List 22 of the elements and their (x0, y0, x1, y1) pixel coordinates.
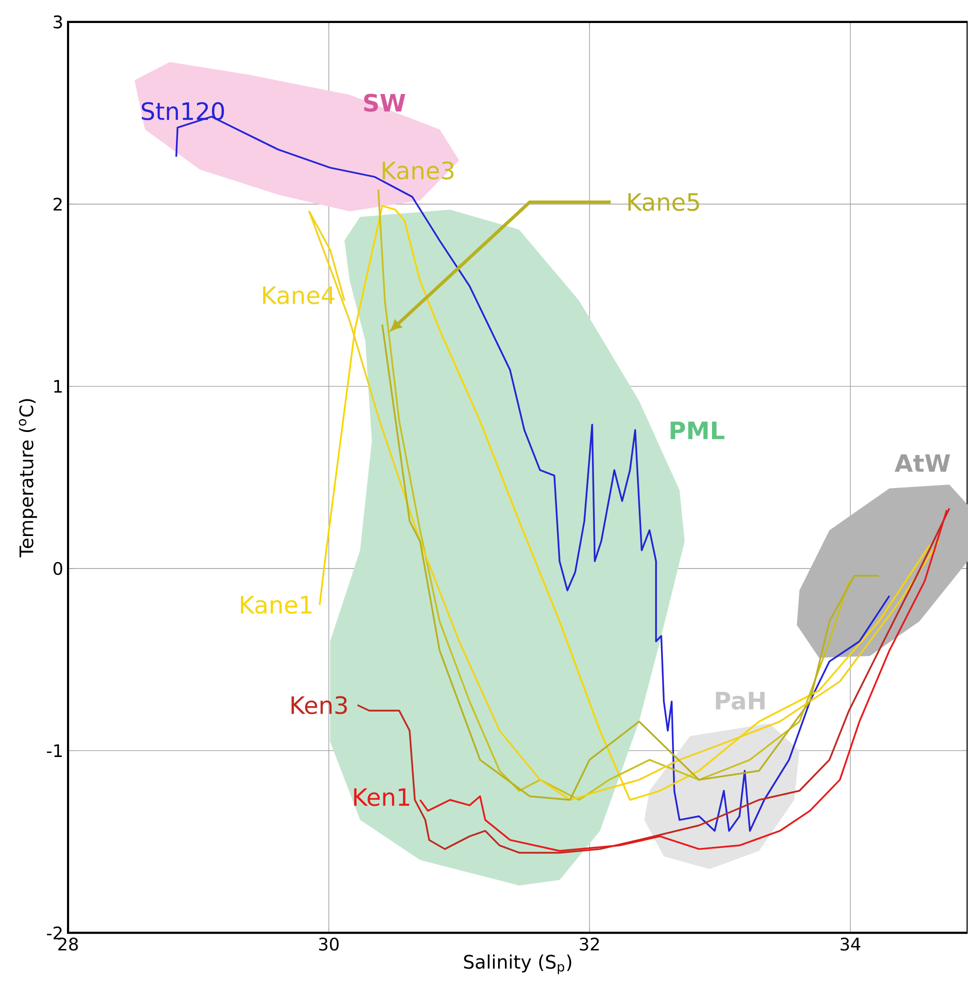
y-tick-label: -1 (47, 744, 62, 757)
series-label: Kane3 (382, 161, 454, 180)
x-tick-label: 28 (58, 938, 78, 951)
series-label: AtW (894, 454, 950, 472)
series-label: Ken3 (292, 696, 348, 714)
y-tick-label: 1 (54, 380, 62, 393)
series-label: Stn120 (142, 102, 224, 120)
series-label: PaH (716, 692, 765, 710)
text: Kane5 (628, 193, 700, 212)
x-tick-label: 30 (319, 938, 339, 951)
x-tick-label: 34 (840, 938, 860, 951)
y-tick-label: 3 (54, 15, 62, 28)
series-label: Kane4 (263, 286, 335, 304)
x-axis-title: Salinity (S$_{p}$) (464, 954, 572, 974)
y-tick-label: 0 (54, 562, 62, 576)
series-label: Ken1 (354, 788, 410, 806)
x-tick-label: 32 (580, 938, 599, 951)
series-label: SW (364, 94, 406, 112)
y-tick-label: 2 (54, 198, 62, 211)
series-label: Kane1 (241, 596, 312, 614)
y-axis-title: Temperature ($^{o}$C) (19, 399, 38, 558)
series-label: PML (670, 422, 725, 440)
